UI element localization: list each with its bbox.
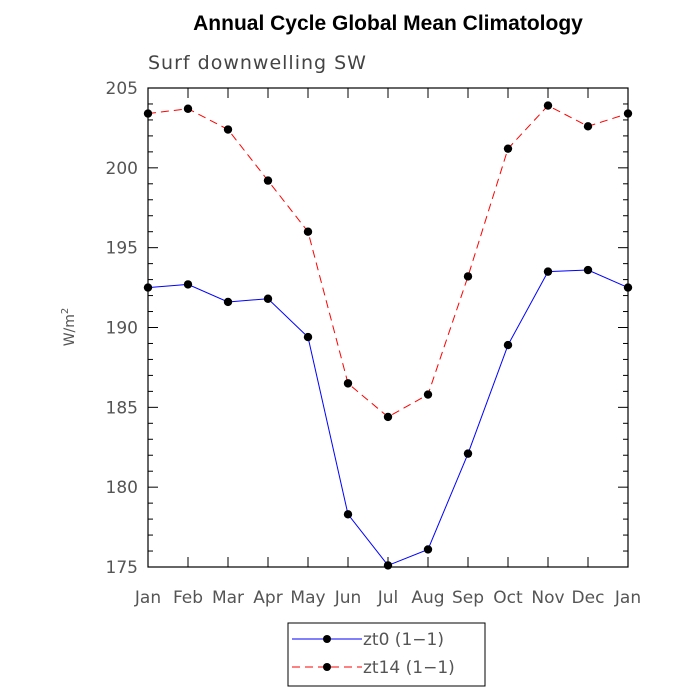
x-tick-label: Jul bbox=[377, 588, 399, 608]
data-point bbox=[463, 272, 473, 281]
data-point bbox=[143, 109, 153, 118]
x-tick-label: May bbox=[290, 588, 325, 608]
y-axis-label-exponent: 2 bbox=[60, 308, 71, 314]
x-tick-label: Nov bbox=[531, 588, 564, 608]
y-tick-label: 175 bbox=[106, 558, 138, 578]
y-tick-label: 190 bbox=[106, 319, 138, 339]
data-point bbox=[423, 390, 433, 399]
x-tick-label: Jun bbox=[334, 588, 362, 608]
plot-frame bbox=[147, 87, 629, 568]
data-point bbox=[303, 332, 313, 342]
data-point bbox=[623, 109, 633, 118]
data-point bbox=[343, 379, 353, 388]
data-point bbox=[343, 510, 353, 519]
y-tick-label: 180 bbox=[106, 478, 138, 498]
y-axis-label-unit: W/m bbox=[62, 314, 78, 346]
data-point bbox=[543, 101, 553, 110]
x-tick-label: Jan bbox=[614, 588, 641, 608]
chart-title: Annual Cycle Global Mean Climatology bbox=[193, 12, 583, 35]
legend-label-zt0: zt0 (1−1) bbox=[363, 630, 444, 650]
y-tick-label: 200 bbox=[106, 159, 138, 179]
y-axis-label: W/m2 bbox=[60, 308, 78, 347]
legend: zt0 (1−1) zt14 (1−1) bbox=[287, 622, 486, 687]
data-point bbox=[543, 267, 553, 276]
data-point bbox=[503, 144, 513, 153]
x-tick-label: Jan bbox=[134, 588, 161, 608]
data-point bbox=[183, 280, 193, 289]
y-tick-label: 205 bbox=[106, 79, 138, 99]
data-point bbox=[583, 265, 593, 275]
legend-marker-zt14 bbox=[323, 663, 331, 671]
x-tick-label: Mar bbox=[212, 588, 244, 608]
data-point bbox=[423, 545, 433, 554]
data-point bbox=[183, 104, 193, 113]
data-point bbox=[143, 283, 153, 292]
x-tick-label: Dec bbox=[572, 588, 605, 608]
legend-marker-zt0 bbox=[323, 635, 331, 643]
x-tick-label: Apr bbox=[253, 588, 282, 608]
data-point bbox=[303, 227, 313, 236]
data-point bbox=[223, 297, 233, 307]
legend-label-zt14: zt14 (1−1) bbox=[363, 658, 455, 678]
data-point bbox=[583, 122, 593, 131]
data-point bbox=[263, 176, 273, 185]
data-point bbox=[463, 449, 473, 458]
data-point bbox=[383, 412, 393, 422]
axes: 175 180 185 190 195 200 205 Jan Feb Mar Apr May Jun J… bbox=[106, 79, 642, 608]
x-tick-label: Feb bbox=[173, 588, 203, 608]
series-line-1 bbox=[147, 104, 629, 418]
x-tick-label: Oct bbox=[493, 588, 523, 608]
data-point bbox=[503, 340, 513, 350]
series-layer bbox=[143, 101, 633, 570]
data-point bbox=[623, 283, 633, 292]
x-tick-label: Aug bbox=[411, 588, 444, 608]
data-point bbox=[223, 125, 233, 134]
y-tick-label: 195 bbox=[106, 239, 138, 259]
chart-subtitle: Surf downwelling SW bbox=[148, 52, 367, 74]
data-point bbox=[263, 294, 273, 303]
x-tick-label: Sep bbox=[452, 588, 484, 608]
y-tick-label: 185 bbox=[106, 398, 138, 418]
data-point bbox=[383, 561, 393, 570]
legend-box bbox=[287, 622, 486, 687]
